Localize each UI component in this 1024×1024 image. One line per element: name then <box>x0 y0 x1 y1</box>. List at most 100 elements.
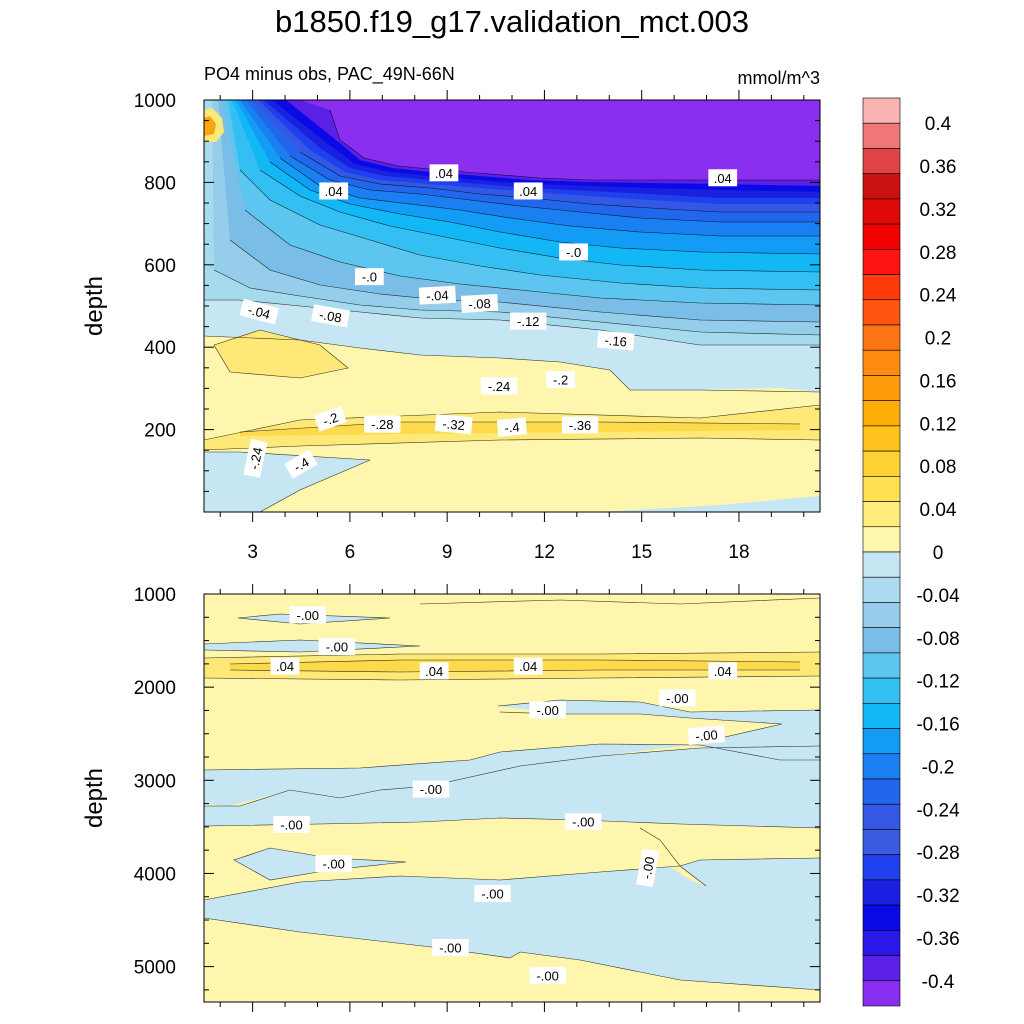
contour-label-text: -.4 <box>291 454 312 475</box>
contour-label: -.04 <box>418 285 457 305</box>
colorbar-swatch <box>862 122 901 149</box>
colorbar-label: 0.4 <box>925 114 952 135</box>
contour-label: -.4 <box>496 417 528 437</box>
fill-blue-patch-2 <box>204 640 420 652</box>
colorbar-label: -0.32 <box>916 886 959 907</box>
colorbar-swatch <box>862 652 901 679</box>
fill-pale-blue-mid <box>204 300 820 512</box>
colorbar-swatch <box>862 602 901 628</box>
contour-label-text: -.00 <box>439 940 461 955</box>
colorbar-swatch <box>862 425 901 452</box>
colorbar-label: -0.28 <box>916 843 959 864</box>
contour-label: -.00 <box>565 813 602 831</box>
contour-label: -.04 <box>239 298 280 325</box>
colorbar-label: -0.08 <box>916 629 959 650</box>
contour-label-bg <box>565 813 602 831</box>
colorbar-swatch <box>862 249 901 275</box>
colorbar-swatch <box>862 375 901 401</box>
upper-panel: 200 400 600 800 1000 3 6 9 12 15 18 -.24 -.4 -.2 -.28… <box>81 90 821 563</box>
colorbar-label: -0.2 <box>922 757 955 778</box>
colorbar-swatch <box>862 501 901 528</box>
contour-label-text: -.00 <box>326 640 348 655</box>
contour-label: -.00 <box>636 848 660 888</box>
contour-label-text: -.24 <box>246 446 265 471</box>
contour-label-text: -.00 <box>572 815 594 830</box>
fill-pale-blue-bottom-right <box>600 496 820 512</box>
fill-blue-mid-right <box>204 700 820 806</box>
colorbar-label: -0.04 <box>916 586 960 607</box>
contour-label-text: -.04 <box>246 302 272 322</box>
contour-label: -.00 <box>687 725 726 746</box>
contour-label: .04 <box>419 662 449 680</box>
colorbar-swatch <box>862 349 901 376</box>
x-tick-label: 18 <box>728 542 749 563</box>
contour-label: .04 <box>270 657 300 675</box>
contour-label: -.00 <box>529 966 566 984</box>
colorbar-label: 0.2 <box>925 329 951 350</box>
contour-label: .04 <box>708 662 738 680</box>
y-tick-label: 200 <box>144 421 176 442</box>
contour-label: -.00 <box>273 816 310 834</box>
x-tick-label: 12 <box>534 542 555 563</box>
colorbar-label: 0.08 <box>920 457 957 478</box>
contour-label-bg <box>513 657 543 675</box>
contour-label-text: -.08 <box>318 307 343 326</box>
contour-label-text: -.00 <box>695 727 719 744</box>
colorbar-swatch <box>862 879 901 906</box>
contour-label-bg <box>546 371 576 389</box>
contour-label-text: -.24 <box>488 379 510 394</box>
colorbar-swatch <box>862 703 901 729</box>
contour-label: -.4 <box>284 449 318 479</box>
y-tick-label: 1000 <box>134 585 176 606</box>
upper-y-axis-title: depth <box>81 276 108 336</box>
contour-label-text: -.00 <box>536 703 558 718</box>
units-label: mmol/m^3 <box>737 68 820 88</box>
colorbar-swatch <box>862 829 901 855</box>
contour-label-bg <box>496 417 528 437</box>
colorbar-swatch <box>862 299 901 326</box>
colorbar-labels: 0.4 0.36 0.32 0.28 0.24 0.2 0.16 0.12 0.08 0.04 0 -… <box>916 114 960 993</box>
colorbar-swatch <box>862 753 901 780</box>
contour-label: -.16 <box>596 330 635 351</box>
contour-label: -.36 <box>561 416 599 434</box>
colorbar-swatch <box>862 400 901 427</box>
colorbar-label: -0.16 <box>916 715 959 736</box>
x-tick-label: 6 <box>345 542 356 563</box>
colorbar-label: 0.36 <box>920 157 957 178</box>
y-tick-label: 400 <box>144 338 176 359</box>
contour-label-bg <box>708 169 738 187</box>
contour-label-bg <box>561 416 599 434</box>
contour-label-bg <box>480 377 518 395</box>
colorbar-swatch <box>862 223 901 250</box>
contour-label-bg <box>318 638 356 656</box>
lower-y-axis-title: depth <box>81 768 108 828</box>
contour-label-text: -.32 <box>442 416 466 433</box>
contour-label-text: -.00 <box>666 691 688 706</box>
contour-label-text: -.2 <box>553 373 568 388</box>
contour-label-text: .04 <box>519 659 537 674</box>
contour-label-bg <box>239 298 280 325</box>
contour-label-text: -.00 <box>280 818 302 833</box>
contour-label-bg <box>513 182 543 200</box>
contour-label-bg <box>708 662 738 680</box>
contour-label-bg <box>313 405 347 432</box>
chart-title: b1850.f19_g17.validation_mct.003 <box>275 4 749 39</box>
contour-label-text: .04 <box>714 664 732 679</box>
contour-label-text: -.4 <box>504 419 520 435</box>
contour-label-bg <box>460 293 499 313</box>
contour-label-bg <box>284 449 318 479</box>
colorbar-label: 0 <box>933 543 944 564</box>
contour-label: .04 <box>708 169 738 187</box>
contour-label: -.00 <box>315 855 352 873</box>
fill-blue-band-lower <box>204 746 820 828</box>
colorbar-swatch <box>862 148 901 174</box>
lower-ticks: 1000 2000 3000 4000 5000 <box>134 584 820 1012</box>
colorbar-swatch <box>862 551 901 578</box>
contour-label: -.12 <box>510 312 547 330</box>
lower-contour-labels: -.00 -.00 .04 .04 .04 .04 -.00 -.00 -.00 -.00 -.00… <box>270 606 738 984</box>
contour-label-bg <box>687 725 726 746</box>
colorbar-label: 0.32 <box>920 200 957 221</box>
contour-label: -.08 <box>460 293 499 313</box>
contour-label: -.00 <box>474 884 511 902</box>
contour-label-bg <box>418 285 457 305</box>
